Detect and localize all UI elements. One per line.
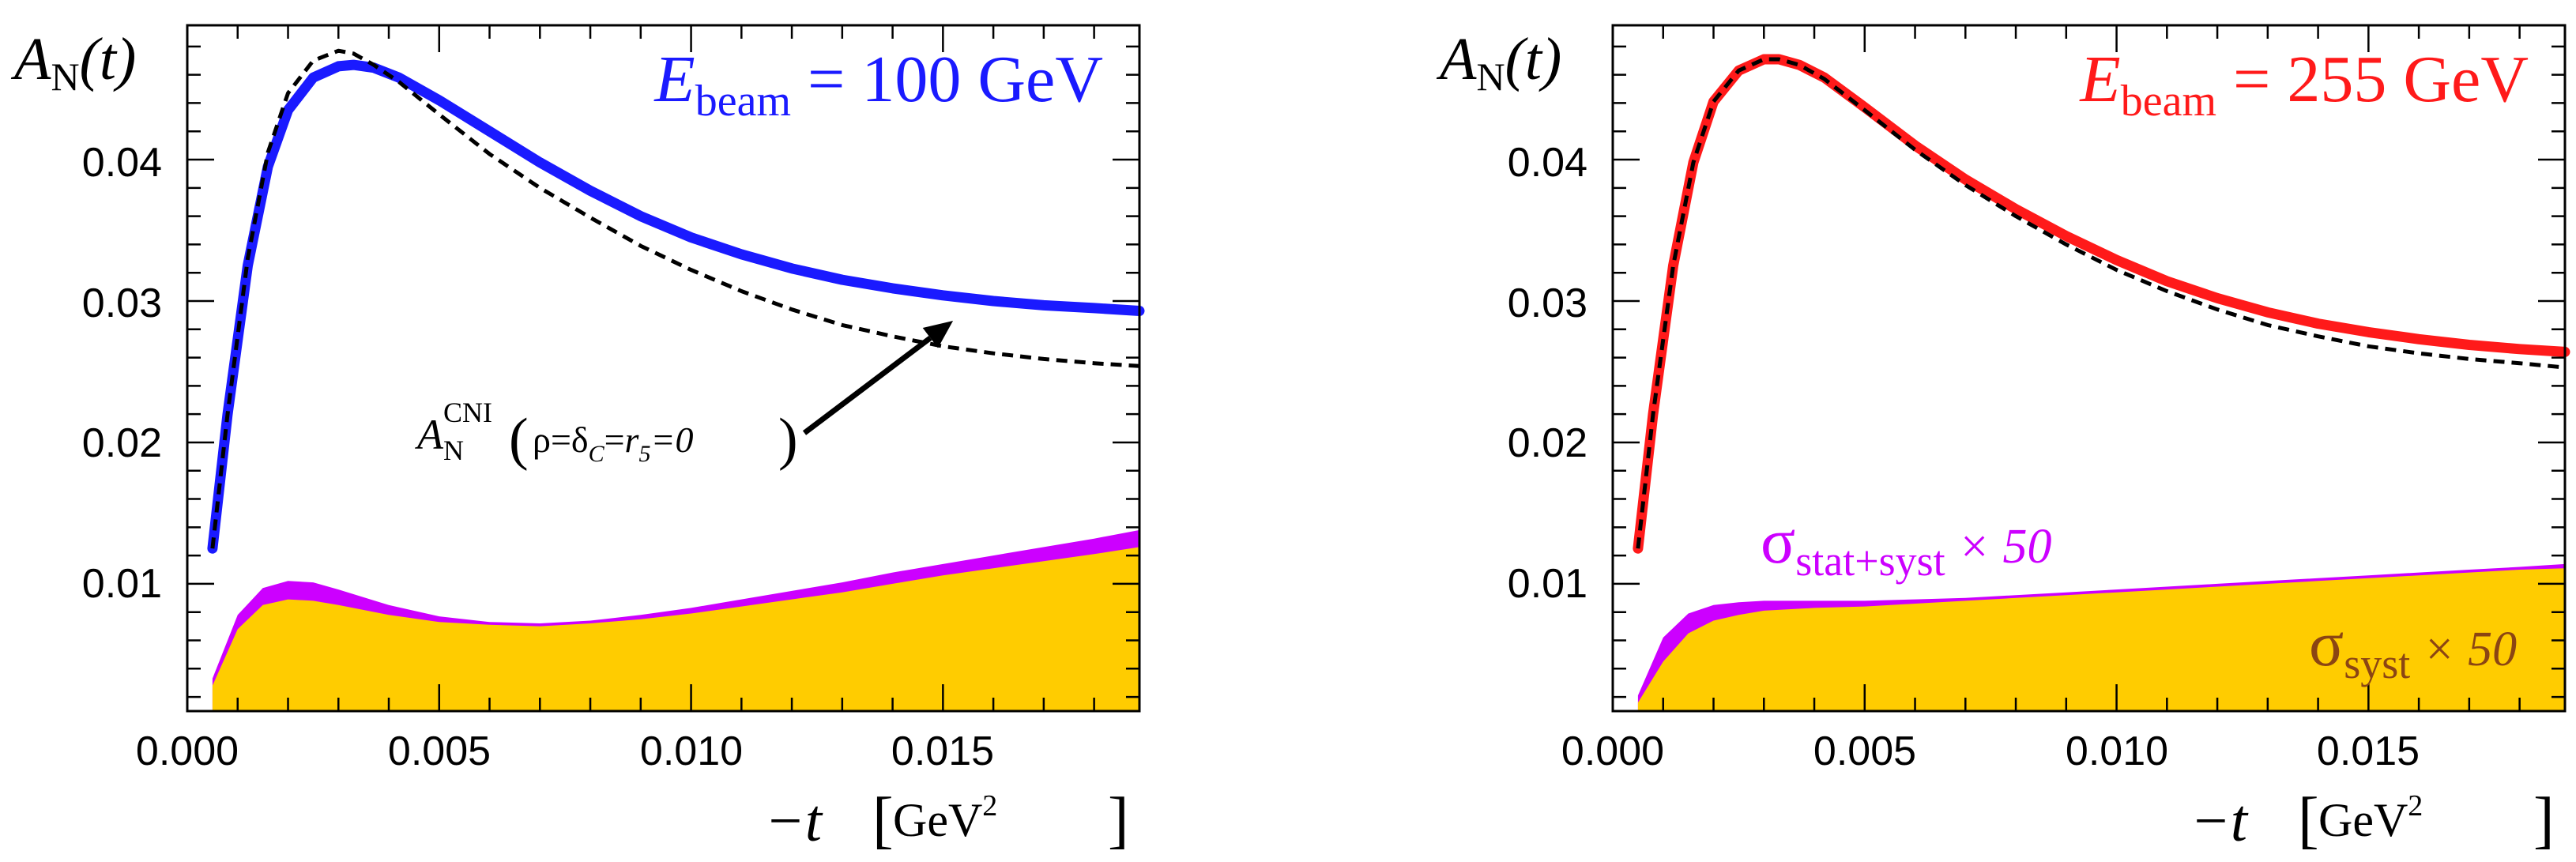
left-x-unit-bracket-close: ] [1108,785,1129,855]
left-annotation-paren-open: ( [509,407,529,472]
right-y-axis-title: AN(t) [1436,26,1561,99]
left-panel: 0.01 0.02 0.03 0.04 0.000 0.005 0.010 0.… [10,24,1145,855]
right-ytick-label: 0.01 [1508,561,1587,607]
right-frame [1611,24,2567,713]
right-xtick-label: 0.000 [1561,728,1664,774]
right-ytick-label: 0.03 [1508,280,1587,326]
left-xtick-label: 0.010 [640,728,743,774]
legend-stat-syst: σstat+syst × 50 [1761,505,2052,585]
left-ytick-label: 0.01 [82,561,162,607]
right-x-axis-title: −t [2190,788,2249,854]
left-y-axis-title: AN(t) [10,26,136,99]
right-syst-band [1637,568,2565,711]
right-x-unit-bracket-close: ] [2533,785,2555,855]
right-xtick-label: 0.015 [2317,728,2420,774]
right-plot-area [1633,54,2570,711]
right-x-unit-bracket-open: [ [2298,785,2319,855]
left-ytick-label: 0.02 [82,420,162,466]
left-annotation-args: ρ=δC=r5=0 [533,420,694,467]
left-syst-band [212,547,1139,711]
left-an-fit-curve [207,59,1145,554]
left-xtick-label: 0.000 [136,728,239,774]
right-xtick-label: 0.005 [1813,728,1916,774]
left-annotation-arrow [802,321,954,435]
left-x-unit-bracket-open: [ [872,785,894,855]
right-an-fit-curve [1633,54,2570,554]
left-frame [186,24,1141,713]
right-panel-title: Ebeam = 255 GeV [2079,43,2529,126]
left-x-axis-title: −t [765,788,823,854]
right-ytick-label: 0.04 [1508,140,1587,186]
left-cni-reference-curve [210,48,1140,549]
left-plot-area [207,48,1145,711]
left-ytick-label: 0.04 [82,140,162,186]
left-x-unit: GeV2 [893,789,997,846]
right-panel: 0.01 0.02 0.03 0.04 0.000 0.005 0.010 0.… [1436,24,2570,855]
left-annotation-label: ANCNI [415,397,492,466]
left-panel-title: Ebeam = 100 GeV [653,43,1103,126]
legend-syst: σsyst × 50 [2309,608,2517,687]
left-ticks [186,25,1139,711]
left-ytick-label: 0.03 [82,280,162,326]
left-annotation-paren-close: ) [778,407,798,472]
arrow-head [922,321,954,348]
right-ticks [1611,25,2565,711]
left-xtick-label: 0.005 [388,728,491,774]
right-ytick-label: 0.02 [1508,420,1587,466]
arrow-shaft [802,335,932,435]
right-x-unit: GeV2 [2318,789,2423,846]
left-xtick-label: 0.015 [891,728,994,774]
right-xtick-label: 0.010 [2066,728,2168,774]
right-cni-reference-curve [1636,57,2566,549]
